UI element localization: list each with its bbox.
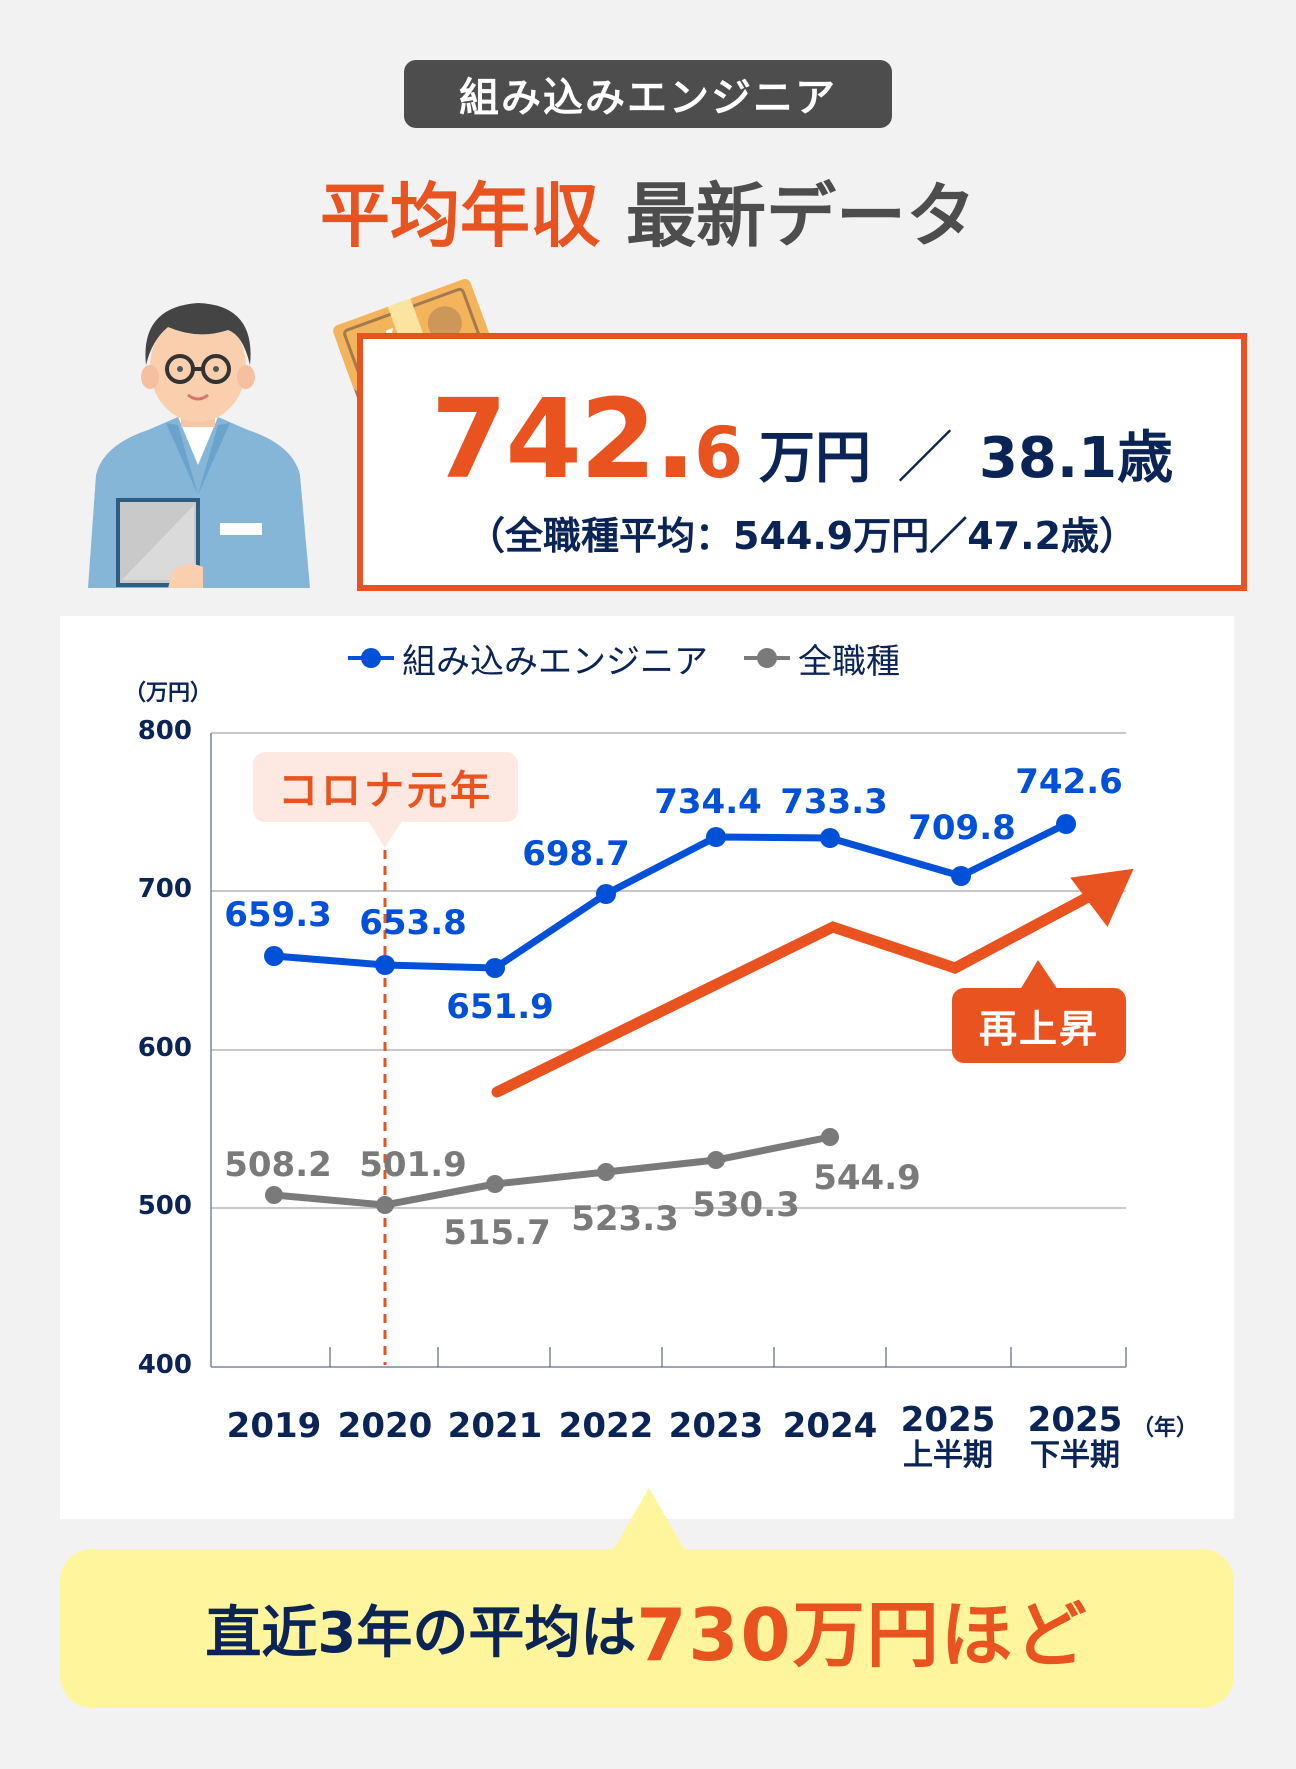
- y-tick: 500: [137, 1191, 192, 1221]
- data-label: 515.7: [443, 1213, 551, 1253]
- engineer-illustration-icon: [88, 303, 310, 588]
- data-label: 501.9: [359, 1145, 467, 1185]
- separator: ／: [896, 426, 953, 491]
- data-label: 523.3: [571, 1199, 679, 1239]
- category-pill: 組み込みエンジニア: [404, 60, 892, 128]
- x-axis-unit: （年）: [1132, 1416, 1199, 1441]
- corona-annotation: コロナ元年: [253, 752, 518, 822]
- x-tick-label: 2021: [447, 1406, 543, 1446]
- data-label: 733.3: [780, 782, 888, 822]
- y-tick: 800: [137, 716, 192, 746]
- title-rest: 最新データ: [626, 175, 976, 257]
- x-tick-label: 2024: [782, 1406, 878, 1446]
- data-label: 544.9: [813, 1158, 921, 1198]
- page-title: 平均年収 最新データ: [0, 160, 1296, 261]
- legend-label: 全職種: [798, 641, 900, 682]
- rise-annotation: 再上昇: [952, 988, 1126, 1063]
- legend-marker-blue-icon: [348, 648, 394, 668]
- x-tick-label: 2019: [226, 1406, 322, 1446]
- x-tick-label: 2022: [558, 1406, 654, 1446]
- y-axis-unit: （万円）: [124, 681, 213, 706]
- legend-item-embedded: 組み込みエンジニア: [348, 634, 708, 683]
- data-label: 709.8: [908, 808, 1016, 848]
- salary-unit: 万円: [758, 426, 871, 491]
- y-tick: 400: [137, 1350, 192, 1380]
- all-jobs-comparison: （全職種平均：544.9万円／47.2歳）: [467, 514, 1137, 558]
- average-age: 38.1歳: [978, 426, 1174, 491]
- data-label: 651.9: [446, 987, 554, 1027]
- data-label: 698.7: [522, 834, 630, 874]
- data-label: 659.3: [224, 895, 332, 935]
- legend-label: 組み込みエンジニア: [402, 641, 708, 682]
- y-tick: 700: [137, 874, 192, 904]
- legend-marker-gray-icon: [744, 648, 790, 668]
- callout-pointer-icon: [612, 1488, 686, 1552]
- x-tick-label: 2025 下半期: [1027, 1400, 1123, 1473]
- legend-item-all-jobs: 全職種: [744, 634, 900, 683]
- title-accent: 平均年収: [320, 175, 600, 257]
- salary-value: 742.6: [430, 375, 743, 503]
- summary-lead: 直近3年の平均は: [205, 1601, 637, 1666]
- salary-headline: 742.6 万円 ／ 38.1歳: [363, 375, 1241, 503]
- x-tick-label: 2025 上半期: [900, 1400, 996, 1473]
- data-label: 530.3: [692, 1185, 800, 1225]
- salary-stats-box: 742.6 万円 ／ 38.1歳 （全職種平均：544.9万円／47.2歳）: [357, 333, 1247, 591]
- rise-trend-arrow: [491, 882, 1111, 1098]
- data-label: 734.4: [654, 782, 762, 822]
- data-label: 508.2: [224, 1145, 332, 1185]
- chart-legend: 組み込みエンジニア 全職種: [348, 634, 936, 683]
- x-tick-label: 2020: [337, 1406, 433, 1446]
- summary-callout: 直近3年の平均は 730万円ほど: [60, 1549, 1234, 1708]
- x-tick-label: 2023: [668, 1406, 764, 1446]
- summary-highlight: 730万円ほど: [636, 1593, 1089, 1677]
- data-label: 742.6: [1015, 762, 1123, 802]
- data-label: 653.8: [359, 903, 467, 943]
- y-tick: 600: [137, 1033, 192, 1063]
